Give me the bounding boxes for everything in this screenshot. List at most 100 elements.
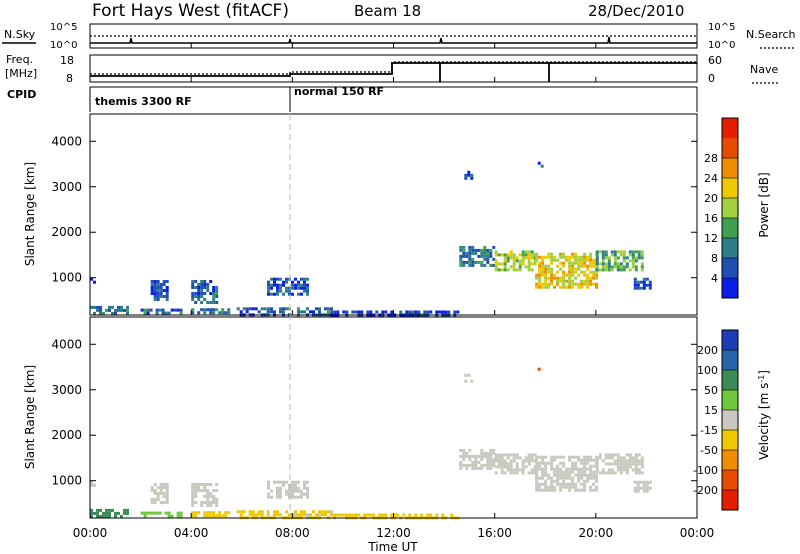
vel-cell <box>270 489 273 493</box>
power-cell <box>140 308 144 312</box>
vel-cell <box>565 485 569 489</box>
power-cell <box>477 260 481 264</box>
vel-cell <box>146 511 150 515</box>
vel-cell <box>500 471 504 475</box>
power-cell <box>227 308 231 312</box>
vel-cell <box>544 479 548 483</box>
vel-cell <box>500 465 504 469</box>
xtick-label: 20:00 <box>579 526 614 540</box>
power-cell <box>285 307 288 311</box>
vel-cell <box>568 473 572 477</box>
vel-cell <box>571 461 575 465</box>
xtick-label: 04:00 <box>174 526 209 540</box>
vel-cell <box>527 459 531 463</box>
vel-cell <box>291 480 294 484</box>
vel-cell <box>191 492 195 495</box>
vel-cell <box>276 495 279 499</box>
power-cell <box>336 310 340 314</box>
power-cell <box>285 280 288 284</box>
power-cell <box>200 308 204 312</box>
power-cell <box>492 245 496 249</box>
power-cell <box>556 270 560 274</box>
power-cell <box>480 248 484 252</box>
power-cell <box>489 248 493 252</box>
vel-cell <box>580 461 584 465</box>
power-cell <box>150 280 154 283</box>
power-cell <box>270 310 273 314</box>
power-cell <box>405 310 409 314</box>
power-cell <box>518 253 522 257</box>
vel-cell <box>580 482 584 486</box>
power-cell <box>471 257 475 261</box>
vel-cell <box>565 473 569 477</box>
vel-cell <box>300 510 303 514</box>
vel-cell <box>503 471 507 475</box>
power-cell <box>494 268 498 272</box>
vel-cell <box>468 448 472 452</box>
power-cell <box>492 263 496 267</box>
power-cell <box>369 310 373 314</box>
freq-tick-bottom: 8 <box>66 72 73 85</box>
power-cell <box>500 262 504 266</box>
power-cell <box>625 256 629 260</box>
vel-cell <box>156 492 160 495</box>
vel-cell <box>541 470 545 474</box>
vel-cell <box>477 454 481 458</box>
vel-cell <box>215 489 219 492</box>
vel-cell <box>429 513 433 517</box>
velocity-colorbar-segment <box>722 450 738 470</box>
power-cell <box>291 286 294 290</box>
power-cell <box>156 295 160 298</box>
power-cell <box>99 311 102 315</box>
power-cell <box>538 276 542 280</box>
power-cell <box>191 280 195 283</box>
vel-cell <box>535 470 539 474</box>
power-cell <box>595 273 599 277</box>
vel-cell <box>640 465 644 469</box>
vel-cell <box>194 489 198 492</box>
power-cell <box>191 311 195 315</box>
power-colorbar-frame <box>721 117 739 299</box>
power-cell <box>648 286 652 290</box>
power-cell <box>306 307 309 311</box>
power-cell <box>126 311 129 315</box>
time-x-axis: 00:00 04:00 08:00 12:00 16:00 20:00 00:00 <box>73 43 714 540</box>
vel-cell <box>156 486 160 489</box>
vel-cell <box>179 514 183 518</box>
vel-cell <box>509 465 513 469</box>
vel-cell <box>468 463 472 467</box>
vel-cell <box>242 510 246 514</box>
power-cell <box>270 277 273 281</box>
vel-cell <box>565 482 569 486</box>
vel-cell <box>571 467 575 471</box>
power-colorbar-segment <box>722 278 738 298</box>
power-cell <box>595 285 599 289</box>
power-cell <box>300 292 303 296</box>
vel-cell <box>506 468 510 472</box>
power-cell <box>315 307 318 311</box>
power-colorbar-segment <box>722 238 738 258</box>
power-colorbar-segment <box>722 138 738 158</box>
vel-cell <box>321 513 324 517</box>
vel-cell <box>613 459 617 463</box>
vel-cell <box>351 513 355 517</box>
vel-cell <box>550 467 554 471</box>
freq-tick-top: 18 <box>60 54 74 67</box>
vel-cell <box>149 511 153 515</box>
vel-cell <box>167 511 171 515</box>
power-cell <box>610 265 614 269</box>
vel-cell <box>212 498 216 501</box>
vel-cell <box>464 379 468 383</box>
vel-cell <box>459 463 463 467</box>
power-cell <box>468 251 472 255</box>
power-cell <box>239 310 243 314</box>
vel-cell <box>628 456 632 460</box>
power-cell <box>489 263 493 267</box>
vel-cell <box>589 464 593 468</box>
noise-tick-bottom-right: 10^0 <box>708 40 735 51</box>
power-cell <box>622 268 626 272</box>
velocity-data-marks <box>90 367 652 520</box>
vel-cell <box>497 459 501 463</box>
velocity-colorbar-label: 50 <box>704 384 718 397</box>
power-cell <box>595 259 599 263</box>
